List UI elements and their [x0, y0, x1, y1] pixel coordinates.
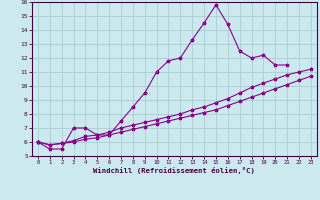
X-axis label: Windchill (Refroidissement éolien,°C): Windchill (Refroidissement éolien,°C) — [93, 167, 255, 174]
